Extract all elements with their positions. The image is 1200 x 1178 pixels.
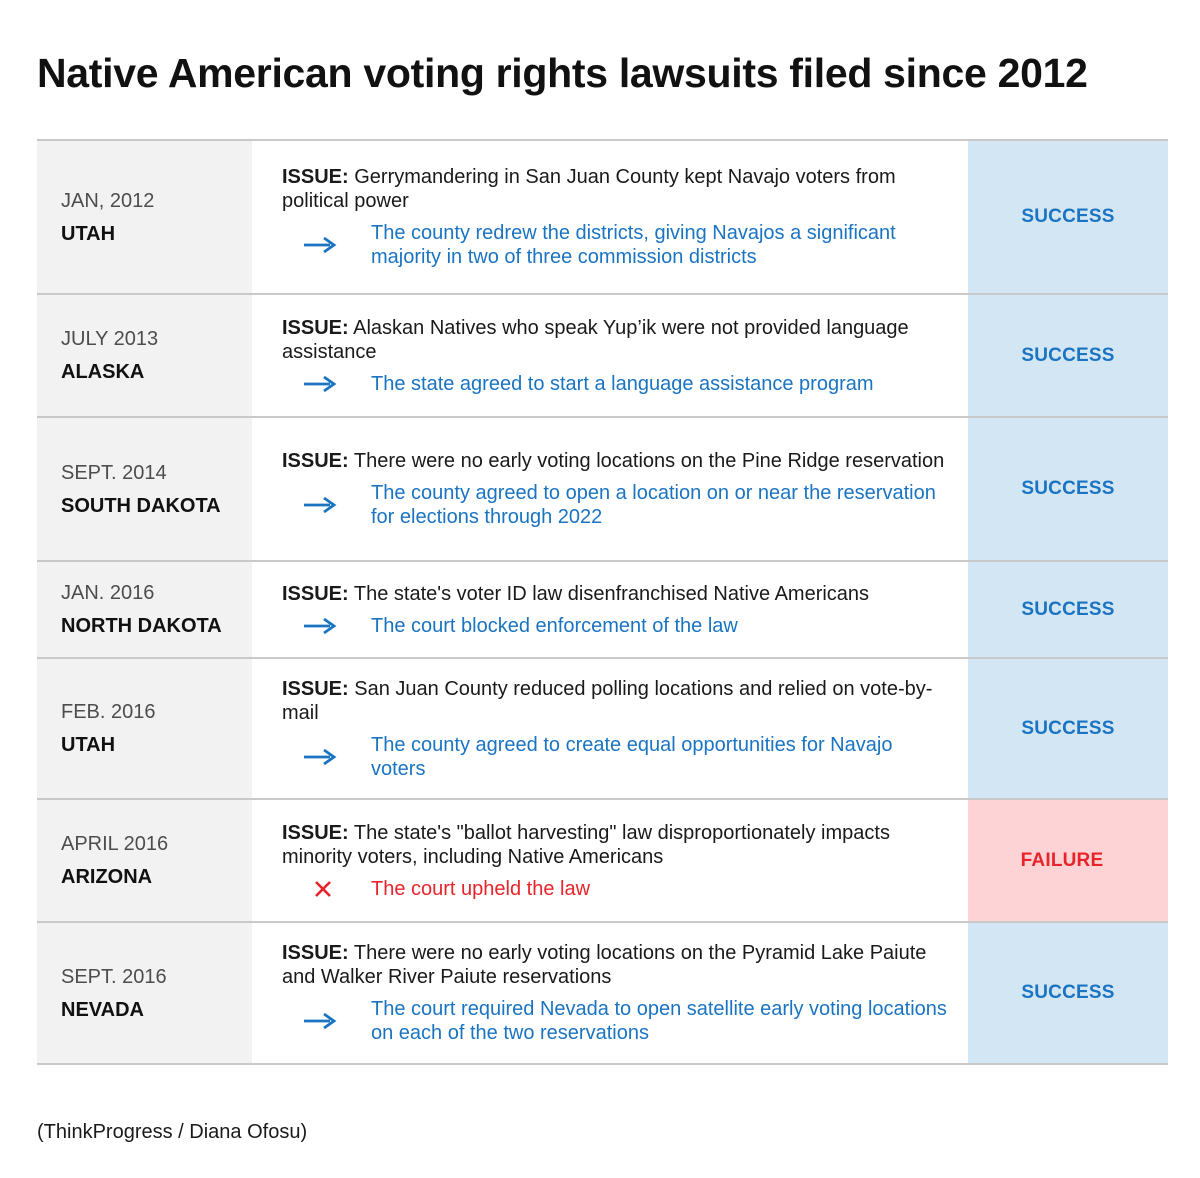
filing-date: JULY 2013 <box>61 328 159 350</box>
arrow-right-icon <box>282 747 371 767</box>
outcome-text: The court upheld the law <box>371 877 591 900</box>
arrow-right-icon <box>282 616 371 636</box>
result-badge: SUCCESS <box>1021 206 1115 227</box>
outcome-text: The court blocked enforcement of the law <box>371 614 738 637</box>
outcome: The county agreed to open a location on … <box>282 481 948 529</box>
issue-description: There were no early voting locations on … <box>353 450 945 472</box>
filing-date: SEPT. 2014 <box>61 461 167 484</box>
filing-date: FEB. 2016 <box>61 701 156 723</box>
table-row: JAN. 2016 NORTH DAKOTA ISSUE: The state'… <box>37 562 1168 659</box>
date-cell: JULY 2013 ALASKA <box>37 295 252 416</box>
filing-date: JAN, 2012 <box>61 189 155 212</box>
state-name: UTAH <box>61 734 116 756</box>
issue-text: ISSUE: The state's voter ID law disenfra… <box>282 582 948 606</box>
outcome: The court upheld the law <box>282 877 948 901</box>
issue-label: ISSUE: <box>282 821 349 844</box>
issue-cell: ISSUE: San Juan County reduced polling l… <box>252 659 968 798</box>
issue-text: ISSUE: Gerrymandering in San Juan County… <box>282 165 948 213</box>
arrow-right-icon <box>282 495 371 515</box>
issue-label: ISSUE: <box>282 582 349 605</box>
issue-label: ISSUE: <box>282 942 349 964</box>
issue-label: ISSUE: <box>282 450 349 472</box>
state-name: UTAH <box>61 222 116 245</box>
outcome-text: The county agreed to create equal opport… <box>371 733 893 780</box>
issue-text: ISSUE: Alaskan Natives who speak Yup’ik … <box>282 316 948 364</box>
state-name: SOUTH DAKOTA <box>61 494 221 517</box>
arrow-right-icon <box>282 374 371 394</box>
result-badge: SUCCESS <box>1021 982 1115 1003</box>
table-row: SEPT. 2014 SOUTH DAKOTA ISSUE: There wer… <box>37 418 1168 562</box>
result-cell: FAILURE <box>968 800 1168 921</box>
issue-label: ISSUE: <box>282 166 349 188</box>
page-title: Native American voting rights lawsuits f… <box>37 50 1088 96</box>
table-row: APRIL 2016 ARIZONA ISSUE: The state's "b… <box>37 800 1168 923</box>
outcome-text: The county agreed to open a location on … <box>371 482 936 528</box>
state-name: NORTH DAKOTA <box>61 615 222 637</box>
result-badge: SUCCESS <box>1021 478 1115 499</box>
result-cell: SUCCESS <box>968 418 1168 560</box>
result-cell: SUCCESS <box>968 562 1168 657</box>
table-row: JULY 2013 ALASKA ISSUE: Alaskan Natives … <box>37 295 1168 418</box>
source-credit: (ThinkProgress / Diana Ofosu) <box>37 1121 308 1143</box>
state-name: NEVADA <box>61 998 144 1021</box>
issue-cell: ISSUE: Alaskan Natives who speak Yup’ik … <box>252 295 968 416</box>
outcome: The county redrew the districts, giving … <box>282 221 948 269</box>
result-cell: SUCCESS <box>968 659 1168 798</box>
issue-description: There were no early voting locations on … <box>282 942 927 988</box>
filing-date: JAN. 2016 <box>61 582 155 604</box>
lawsuits-table: JAN, 2012 UTAH ISSUE: Gerrymandering in … <box>37 139 1168 1065</box>
result-cell: SUCCESS <box>968 295 1168 416</box>
outcome: The state agreed to start a language ass… <box>282 372 948 396</box>
issue-description: San Juan County reduced polling location… <box>282 677 933 724</box>
result-badge: SUCCESS <box>1021 717 1115 739</box>
issue-description: Alaskan Natives who speak Yup’ik were no… <box>282 316 909 363</box>
table-row: SEPT. 2016 NEVADA ISSUE: There were no e… <box>37 923 1168 1065</box>
issue-description: The state's voter ID law disenfranchised… <box>353 582 870 605</box>
date-cell: SEPT. 2016 NEVADA <box>37 923 252 1063</box>
outcome: The county agreed to create equal opport… <box>282 733 948 781</box>
outcome-text: The court required Nevada to open satell… <box>371 998 947 1044</box>
issue-label: ISSUE: <box>282 677 349 700</box>
result-badge: FAILURE <box>1020 849 1104 871</box>
issue-cell: ISSUE: There were no early voting locati… <box>252 418 968 560</box>
result-badge: SUCCESS <box>1021 344 1115 366</box>
date-cell: JAN, 2012 UTAH <box>37 141 252 293</box>
result-cell: SUCCESS <box>968 923 1168 1063</box>
issue-cell: ISSUE: The state's "ballot harvesting" l… <box>252 800 968 921</box>
issue-text: ISSUE: There were no early voting locati… <box>282 941 948 989</box>
issue-cell: ISSUE: There were no early voting locati… <box>252 923 968 1063</box>
x-icon <box>282 880 371 898</box>
issue-text: ISSUE: San Juan County reduced polling l… <box>282 677 948 725</box>
issue-description: Gerrymandering in San Juan County kept N… <box>282 166 896 212</box>
arrow-right-icon <box>282 235 371 255</box>
table-row: JAN, 2012 UTAH ISSUE: Gerrymandering in … <box>37 141 1168 295</box>
date-cell: SEPT. 2014 SOUTH DAKOTA <box>37 418 252 560</box>
state-name: ALASKA <box>61 361 145 383</box>
date-cell: FEB. 2016 UTAH <box>37 659 252 798</box>
arrow-right-icon <box>282 1011 371 1031</box>
state-name: ARIZONA <box>61 866 153 888</box>
outcome: The court blocked enforcement of the law <box>282 614 948 638</box>
issue-cell: ISSUE: The state's voter ID law disenfra… <box>252 562 968 657</box>
filing-date: SEPT. 2016 <box>61 965 167 988</box>
outcome: The court required Nevada to open satell… <box>282 997 948 1045</box>
issue-text: ISSUE: There were no early voting locati… <box>282 449 948 473</box>
table-row: FEB. 2016 UTAH ISSUE: San Juan County re… <box>37 659 1168 800</box>
issue-text: ISSUE: The state's "ballot harvesting" l… <box>282 821 948 869</box>
issue-cell: ISSUE: Gerrymandering in San Juan County… <box>252 141 968 293</box>
filing-date: APRIL 2016 <box>61 833 169 855</box>
issue-label: ISSUE: <box>282 316 349 339</box>
date-cell: JAN. 2016 NORTH DAKOTA <box>37 562 252 657</box>
result-cell: SUCCESS <box>968 141 1168 293</box>
outcome-text: The county redrew the districts, giving … <box>371 222 896 268</box>
outcome-text: The state agreed to start a language ass… <box>371 372 874 395</box>
issue-description: The state's "ballot harvesting" law disp… <box>282 821 890 868</box>
date-cell: APRIL 2016 ARIZONA <box>37 800 252 921</box>
result-badge: SUCCESS <box>1021 598 1115 620</box>
